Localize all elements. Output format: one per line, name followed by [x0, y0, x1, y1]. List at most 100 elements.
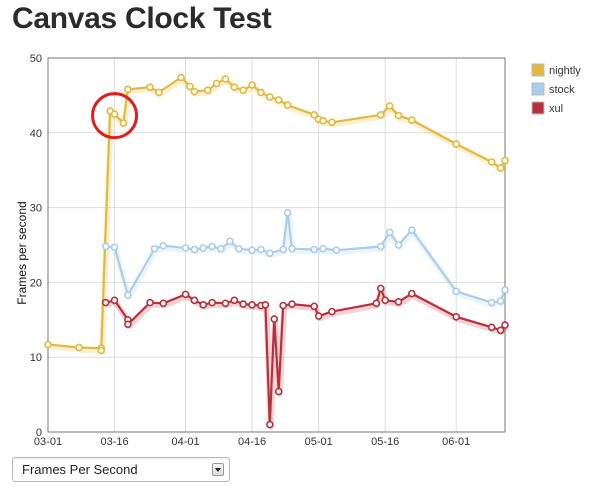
- legend-item-nightly[interactable]: nightly: [531, 63, 581, 77]
- data-point[interactable]: [248, 301, 256, 309]
- data-point[interactable]: [124, 85, 132, 94]
- data-point[interactable]: [248, 246, 256, 255]
- data-point[interactable]: [221, 299, 230, 308]
- metric-select[interactable]: Frames Per Second: [12, 457, 230, 482]
- data-point[interactable]: [203, 86, 212, 94]
- data-point[interactable]: [332, 246, 341, 255]
- data-point[interactable]: [310, 111, 319, 119]
- data-point[interactable]: [314, 312, 323, 320]
- data-point[interactable]: [385, 102, 394, 110]
- data-point[interactable]: [217, 244, 225, 253]
- data-point[interactable]: [190, 296, 199, 305]
- data-point[interactable]: [208, 298, 216, 307]
- data-point[interactable]: [230, 83, 239, 91]
- data-point[interactable]: [279, 301, 287, 310]
- data-point[interactable]: [226, 237, 234, 246]
- data-point[interactable]: [452, 313, 460, 321]
- data-point[interactable]: [288, 244, 296, 253]
- data-point[interactable]: [501, 286, 509, 294]
- data-point[interactable]: [328, 307, 336, 316]
- data-point[interactable]: [376, 111, 385, 119]
- data-point[interactable]: [283, 101, 292, 109]
- data-point[interactable]: [408, 289, 416, 298]
- data-point[interactable]: [199, 301, 208, 309]
- data-point[interactable]: [181, 244, 190, 252]
- data-point[interactable]: [239, 300, 248, 308]
- data-point[interactable]: [230, 296, 239, 305]
- data-point[interactable]: [394, 241, 403, 249]
- data-point[interactable]: [319, 117, 327, 125]
- data-point[interactable]: [385, 228, 394, 237]
- data-point[interactable]: [110, 296, 119, 305]
- data-point[interactable]: [177, 73, 185, 82]
- data-point[interactable]: [75, 343, 83, 352]
- data-point[interactable]: [150, 244, 159, 253]
- data-point[interactable]: [186, 82, 194, 91]
- data-point[interactable]: [159, 299, 168, 308]
- data-point[interactable]: [110, 243, 119, 252]
- data-point[interactable]: [110, 110, 119, 118]
- data-point[interactable]: [408, 116, 416, 124]
- data-point[interactable]: [124, 320, 132, 329]
- data-point[interactable]: [199, 244, 208, 252]
- data-point[interactable]: [394, 111, 403, 120]
- data-point[interactable]: [319, 244, 327, 253]
- data-point[interactable]: [279, 245, 287, 254]
- data-point[interactable]: [496, 164, 505, 172]
- data-point[interactable]: [270, 315, 279, 323]
- data-point[interactable]: [221, 75, 230, 83]
- data-point[interactable]: [274, 96, 283, 104]
- data-point[interactable]: [381, 296, 390, 305]
- data-point[interactable]: [146, 298, 154, 307]
- data-point[interactable]: [283, 209, 292, 217]
- dropdown-arrow-icon[interactable]: [212, 463, 224, 476]
- data-point[interactable]: [248, 81, 256, 89]
- data-point[interactable]: [97, 346, 106, 355]
- data-point[interactable]: [310, 245, 319, 254]
- data-point[interactable]: [208, 242, 216, 251]
- data-point[interactable]: [212, 79, 221, 88]
- data-point[interactable]: [239, 86, 248, 94]
- data-point[interactable]: [496, 297, 505, 305]
- data-point[interactable]: [288, 300, 296, 308]
- data-point[interactable]: [376, 242, 385, 251]
- data-point[interactable]: [496, 326, 505, 335]
- data-point[interactable]: [266, 93, 274, 101]
- legend-swatch: [531, 101, 545, 115]
- legend-item-xul[interactable]: xul: [531, 101, 563, 115]
- data-point[interactable]: [119, 119, 128, 127]
- data-point[interactable]: [501, 156, 509, 165]
- data-point[interactable]: [394, 298, 403, 306]
- data-point[interactable]: [261, 301, 270, 309]
- data-point[interactable]: [266, 249, 274, 258]
- data-point[interactable]: [124, 291, 132, 299]
- data-point[interactable]: [452, 287, 460, 296]
- data-point[interactable]: [44, 340, 52, 349]
- data-point[interactable]: [487, 323, 496, 332]
- data-point[interactable]: [376, 284, 385, 293]
- data-point[interactable]: [487, 158, 496, 166]
- data-point[interactable]: [501, 321, 509, 329]
- data-point[interactable]: [408, 226, 416, 234]
- data-point[interactable]: [190, 245, 199, 254]
- data-point[interactable]: [452, 140, 460, 148]
- data-point[interactable]: [181, 290, 190, 299]
- data-point[interactable]: [159, 241, 168, 250]
- legend[interactable]: nightly stock xul: [531, 63, 581, 115]
- data-point[interactable]: [101, 298, 110, 307]
- data-point[interactable]: [190, 87, 199, 96]
- data-point[interactable]: [101, 242, 110, 251]
- data-point[interactable]: [266, 420, 274, 429]
- data-point[interactable]: [274, 387, 283, 396]
- data-point[interactable]: [257, 245, 265, 254]
- data-point[interactable]: [328, 118, 336, 127]
- data-point[interactable]: [487, 298, 496, 307]
- legend-item-stock[interactable]: stock: [531, 82, 575, 96]
- y-tick-label: 10: [30, 352, 42, 364]
- data-point[interactable]: [146, 83, 154, 91]
- data-point[interactable]: [257, 88, 265, 97]
- data-point[interactable]: [234, 244, 243, 253]
- data-point[interactable]: [155, 88, 163, 97]
- data-point[interactable]: [310, 302, 319, 311]
- data-point[interactable]: [372, 299, 381, 308]
